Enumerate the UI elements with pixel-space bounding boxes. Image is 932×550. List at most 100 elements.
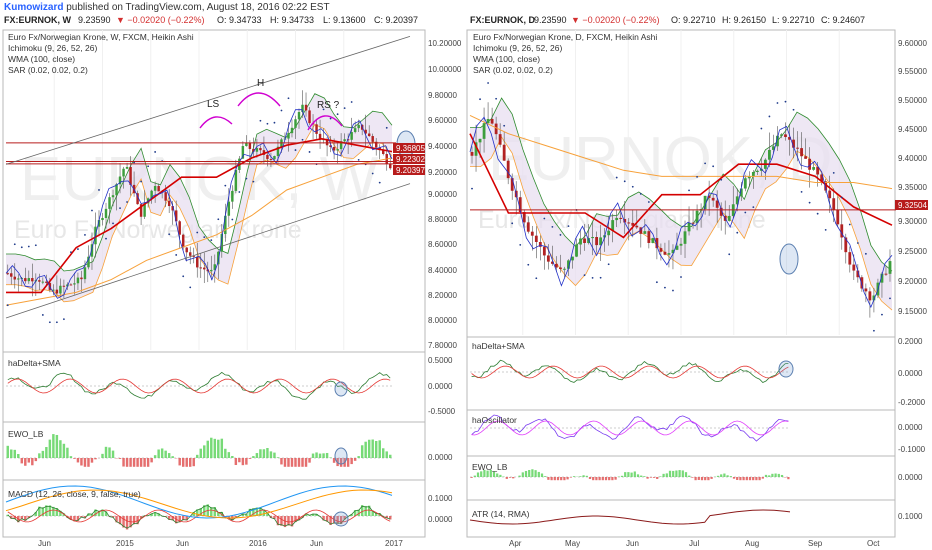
sar-dot — [720, 178, 723, 181]
candle-body — [346, 139, 350, 141]
right-legend-ichimoku: Ichimoku (9, 26, 52, 26) — [473, 43, 562, 53]
candle-body — [290, 127, 294, 134]
senkou-span-a — [6, 93, 393, 272]
right-ytick: 9.25000 — [898, 247, 927, 256]
right-chart-title: Euro Fx/Norwegian Krone, D, FXCM, Heikin… — [473, 32, 657, 42]
candle-body — [888, 261, 892, 274]
sar-dot — [567, 225, 570, 228]
sar-dot — [824, 228, 827, 231]
histogram-bar — [27, 458, 31, 463]
left-ytick: 8.20000 — [428, 291, 457, 300]
histogram-bar — [585, 475, 588, 477]
candle-body — [804, 156, 807, 159]
histogram-bar — [665, 473, 668, 477]
histogram-bar — [777, 473, 780, 477]
histogram-bar — [627, 472, 630, 477]
histogram-bar — [90, 458, 94, 463]
candle-body — [595, 237, 599, 246]
histogram-bar — [540, 473, 544, 477]
histogram-bar — [139, 516, 143, 519]
candle-body — [297, 112, 301, 120]
histogram-bar — [646, 477, 649, 479]
left-pricetag-bg — [393, 165, 425, 175]
candle-body — [663, 251, 667, 255]
left-sub-tick: 0.5000 — [428, 356, 453, 365]
candle-body — [687, 222, 691, 232]
histogram-bar — [582, 475, 585, 477]
histogram-bar — [371, 439, 374, 458]
histogram-bar — [273, 452, 276, 458]
histogram-bar — [45, 447, 48, 458]
sar-dot — [231, 218, 234, 221]
head-arc — [237, 92, 281, 107]
histogram-bar — [132, 458, 136, 467]
sar-dot — [322, 108, 325, 111]
histogram-bar — [636, 474, 640, 477]
histogram-bar — [280, 458, 283, 465]
sar-dot — [583, 274, 586, 277]
right-sub-tick: 0.0000 — [898, 473, 923, 482]
sar-dot — [336, 113, 339, 116]
histogram-bar — [508, 477, 512, 478]
histogram-bar — [227, 452, 231, 458]
candle-body — [864, 288, 868, 292]
histogram-bar — [315, 513, 318, 516]
author-link[interactable]: Kumowizard — [4, 2, 64, 13]
histogram-bar — [550, 477, 553, 481]
histogram-bar — [24, 516, 27, 521]
histogram-bar — [55, 434, 59, 458]
histogram-bar — [245, 513, 248, 516]
signal-line — [471, 365, 789, 379]
histogram-bar — [611, 477, 614, 481]
candle-body — [245, 143, 248, 147]
right-ytick: 9.55000 — [898, 67, 927, 76]
publish-header: Kumowizard published on TradingView.com,… — [0, 0, 932, 14]
histogram-bar — [266, 512, 269, 516]
histogram-bar — [374, 440, 378, 458]
left-last: 9.23590 — [78, 15, 111, 25]
left-sub-tick: 0.0000 — [428, 382, 453, 391]
left-pricetag-bg — [393, 154, 425, 164]
kijun-line — [6, 137, 393, 294]
candle-body — [739, 188, 743, 197]
left-ytick: 9.60000 — [428, 116, 457, 125]
sar-dot — [543, 217, 546, 220]
candle-body — [357, 124, 360, 129]
candle-body — [711, 197, 715, 201]
histogram-bar — [524, 470, 528, 477]
sar-dot — [800, 190, 803, 193]
candle-body — [571, 256, 574, 261]
candle-body — [667, 253, 671, 255]
sar-dot — [280, 109, 283, 112]
histogram-bar — [153, 455, 157, 458]
histogram-bar — [311, 513, 315, 516]
histogram-bar — [10, 449, 13, 458]
histogram-bar — [115, 516, 118, 523]
publish-text: published on TradingView.com, August 18,… — [63, 2, 330, 13]
candle-body — [139, 204, 143, 217]
candle-body — [675, 245, 679, 250]
histogram-bar — [192, 511, 195, 516]
histogram-bar — [761, 477, 764, 479]
histogram-bar — [569, 477, 572, 478]
pattern-annotations: LS H RS ? — [207, 78, 340, 111]
right-xtick: Oct — [867, 539, 880, 548]
left-pricetag: 9.20397 — [396, 166, 425, 175]
left-sub-tick: 0.0000 — [428, 453, 453, 462]
right-topline: FX:EURNOK, D 9.23590 ▼ −0.02020 (−0.22%)… — [470, 15, 865, 25]
candle-body — [52, 289, 55, 291]
histogram-bar — [104, 446, 108, 458]
histogram-bar — [579, 476, 582, 477]
right-ytick: 9.20000 — [898, 277, 927, 286]
sar-dot — [266, 122, 269, 125]
histogram-bar — [364, 441, 367, 458]
histogram-bar — [31, 458, 34, 466]
histogram-bar — [125, 458, 129, 467]
histogram-bar — [90, 514, 94, 516]
candle-body — [555, 263, 558, 268]
sar-dot — [217, 218, 220, 221]
histogram-bar — [537, 471, 540, 477]
senkou-span-a — [470, 97, 893, 272]
histogram-bar — [283, 458, 287, 467]
candle-body — [868, 291, 872, 301]
